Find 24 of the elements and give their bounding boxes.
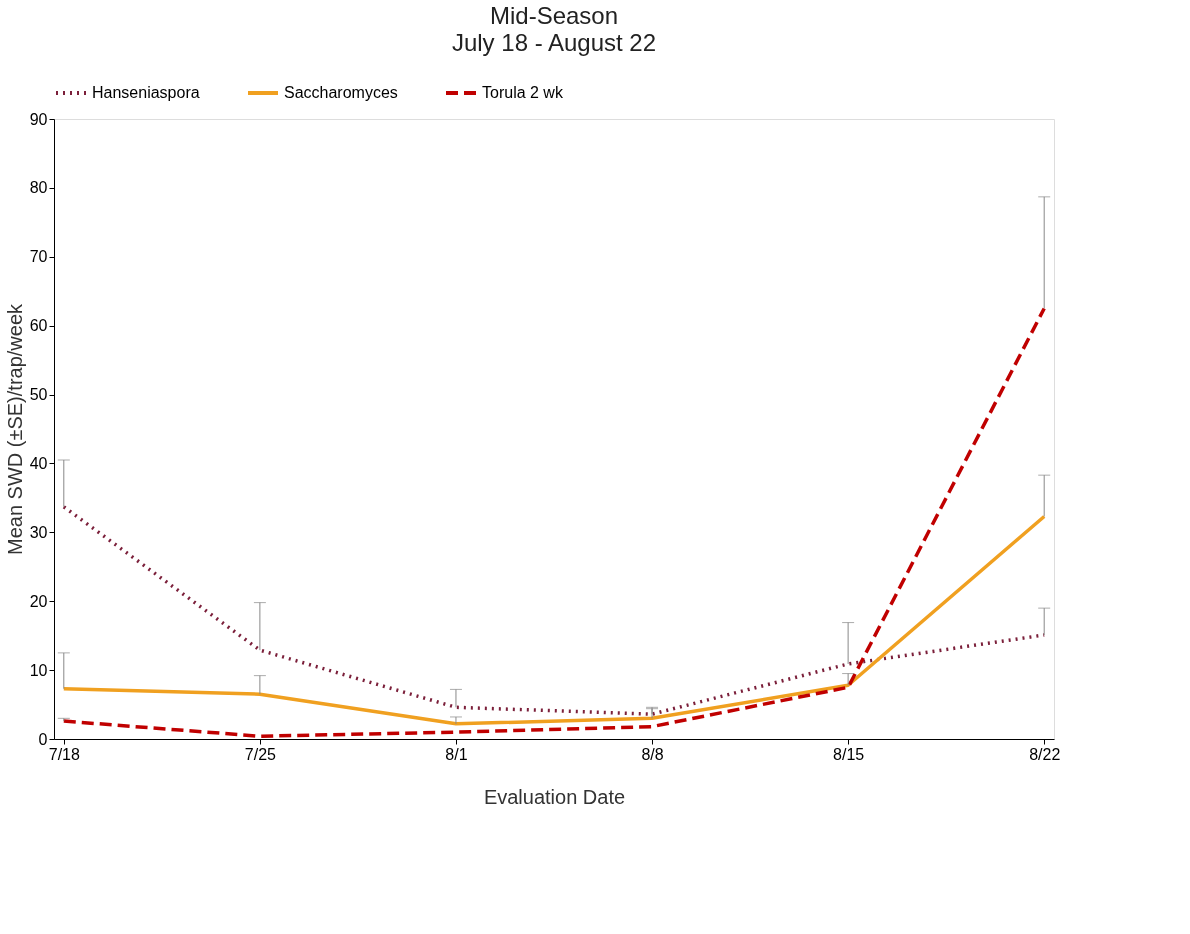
y-tick-label: 20 — [29, 592, 48, 610]
x-tick-label: 8/8 — [641, 745, 664, 763]
legend-label: Hanseniaspora — [92, 84, 200, 101]
y-tick-label: 40 — [29, 454, 48, 472]
x-tick-label: 7/25 — [244, 745, 277, 763]
y-tick-label: 70 — [29, 248, 48, 266]
legend-label: Saccharomyces — [284, 84, 398, 101]
y-tick-label: 0 — [38, 730, 48, 748]
x-tick-label: 8/15 — [833, 745, 865, 763]
line-series — [62, 306, 1046, 738]
y-axis-title: Mean SWD (±SE)/trap/week — [3, 302, 26, 556]
y-tick-label: 60 — [29, 317, 48, 335]
y-tick-label: 90 — [29, 110, 48, 128]
chart-title: Mid-Season — [489, 2, 619, 29]
y-tick-label: 50 — [29, 386, 48, 404]
y-tick-label: 10 — [29, 661, 48, 679]
x-tick-label: 8/1 — [445, 745, 468, 763]
chart-subtitle: July 18 - August 22 — [451, 29, 657, 56]
legend-label: Torula 2 wk — [482, 84, 564, 101]
x-axis-title: Evaluation Date — [483, 785, 626, 808]
y-tick-label: 80 — [29, 179, 48, 197]
x-tick-label: 7/18 — [48, 745, 80, 763]
x-tick-label: 8/22 — [1029, 745, 1061, 763]
y-tick-label: 30 — [29, 523, 48, 541]
